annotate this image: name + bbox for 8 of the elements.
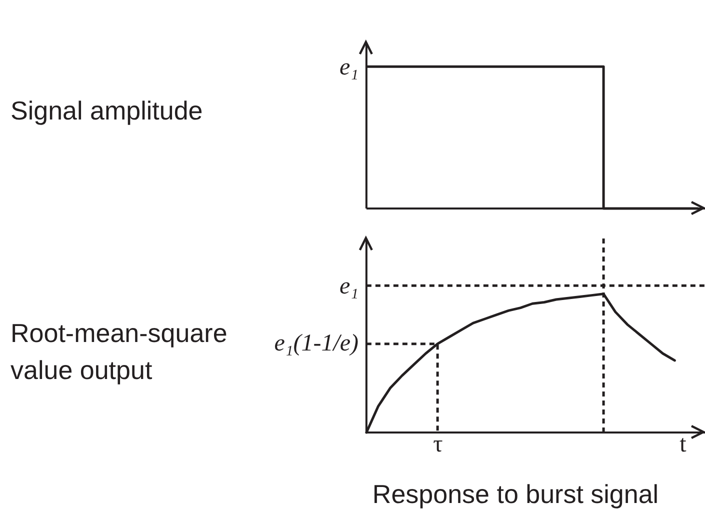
text: e₁ bbox=[340, 54, 359, 80]
x-axis-title: t bbox=[680, 432, 687, 458]
text: Response to burst signal bbox=[372, 479, 659, 509]
text: e₁ bbox=[340, 274, 359, 300]
annotation: τ bbox=[433, 432, 444, 458]
text: e₁(1-1/e) bbox=[274, 330, 359, 356]
y-axis-title: Signal amplitude bbox=[10, 96, 203, 126]
y-axis-title: Root-mean-square value output bbox=[10, 318, 228, 385]
